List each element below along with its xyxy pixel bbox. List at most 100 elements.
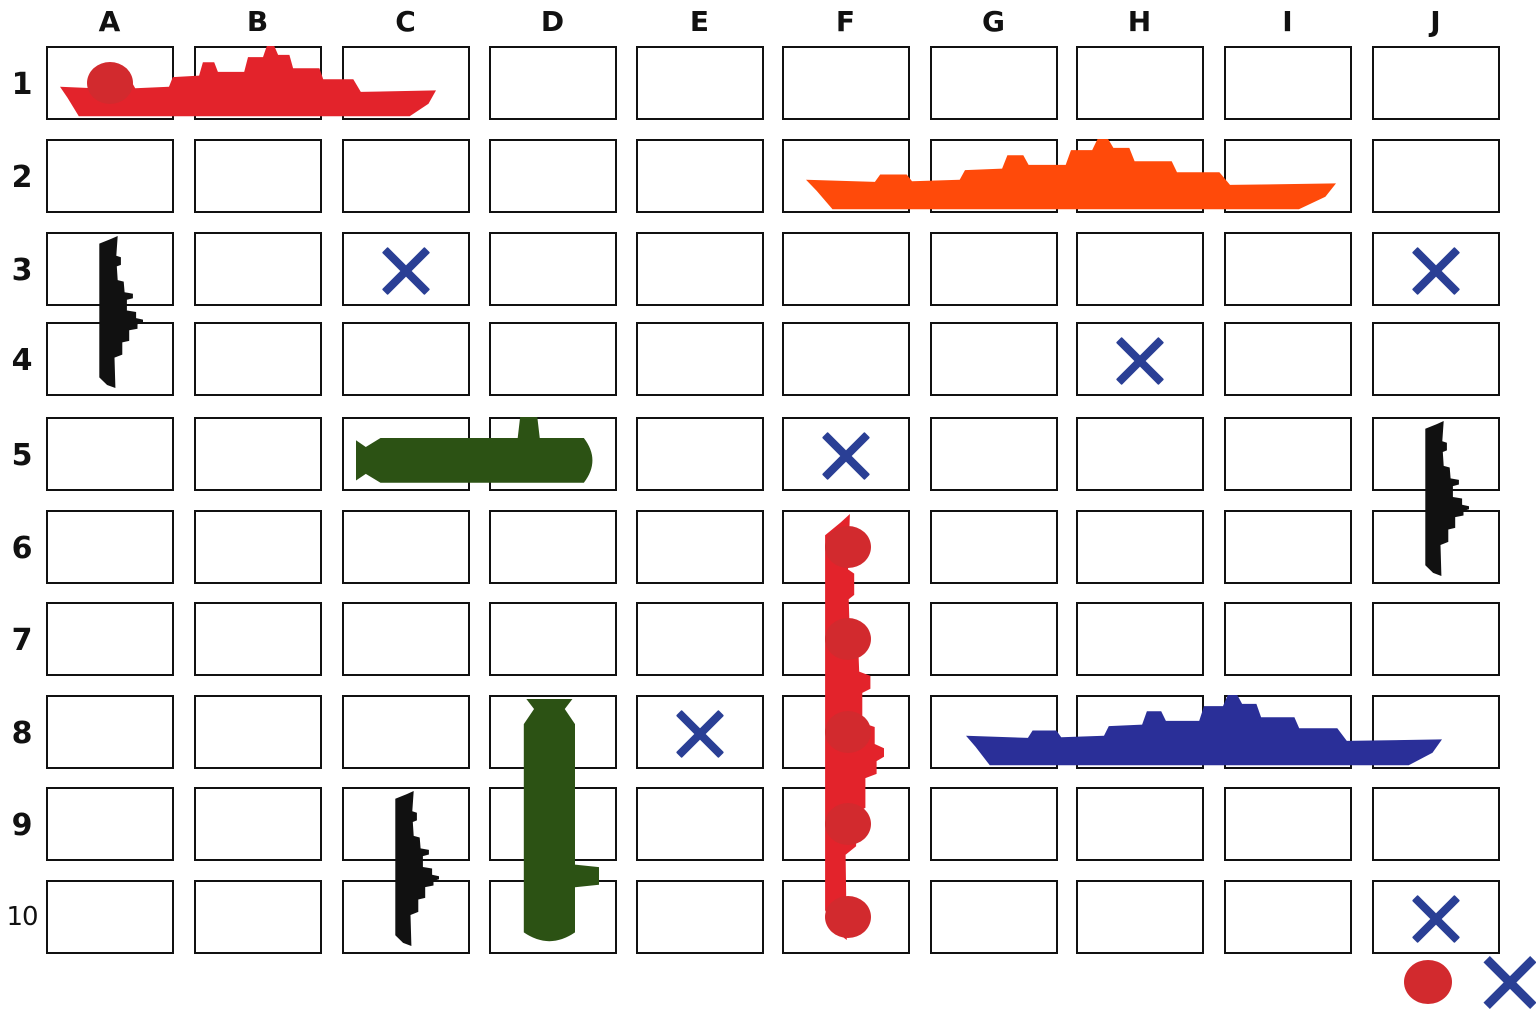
cell-g5[interactable]	[930, 417, 1058, 491]
cell-a7[interactable]	[46, 602, 174, 676]
cell-c5[interactable]	[342, 417, 470, 491]
cell-i3[interactable]	[1224, 232, 1352, 306]
cell-a9[interactable]	[46, 787, 174, 861]
cell-g4[interactable]	[930, 322, 1058, 396]
cell-b4[interactable]	[194, 322, 322, 396]
cell-d9[interactable]	[489, 787, 617, 861]
cell-g3[interactable]	[930, 232, 1058, 306]
cell-b2[interactable]	[194, 139, 322, 213]
cell-j1[interactable]	[1372, 46, 1500, 120]
cell-f2[interactable]	[782, 139, 910, 213]
cell-h5[interactable]	[1076, 417, 1204, 491]
cell-h7[interactable]	[1076, 602, 1204, 676]
cell-i4[interactable]	[1224, 322, 1352, 396]
cell-g9[interactable]	[930, 787, 1058, 861]
cell-b7[interactable]	[194, 602, 322, 676]
cell-g7[interactable]	[930, 602, 1058, 676]
cell-i1[interactable]	[1224, 46, 1352, 120]
cell-j3[interactable]	[1372, 232, 1500, 306]
cell-e1[interactable]	[636, 46, 764, 120]
miss-marker-h4	[1114, 335, 1166, 387]
cell-j5[interactable]	[1372, 417, 1500, 491]
cell-d7[interactable]	[489, 602, 617, 676]
cell-b6[interactable]	[194, 510, 322, 584]
cell-a5[interactable]	[46, 417, 174, 491]
cell-a10[interactable]	[46, 880, 174, 954]
cell-b9[interactable]	[194, 787, 322, 861]
cell-i7[interactable]	[1224, 602, 1352, 676]
cell-d3[interactable]	[489, 232, 617, 306]
cell-i6[interactable]	[1224, 510, 1352, 584]
cell-h6[interactable]	[1076, 510, 1204, 584]
cell-b8[interactable]	[194, 695, 322, 769]
cell-g10[interactable]	[930, 880, 1058, 954]
cell-j8[interactable]	[1372, 695, 1500, 769]
cell-a2[interactable]	[46, 139, 174, 213]
cell-e2[interactable]	[636, 139, 764, 213]
cell-h8[interactable]	[1076, 695, 1204, 769]
cell-f4[interactable]	[782, 322, 910, 396]
cell-d8[interactable]	[489, 695, 617, 769]
cell-j9[interactable]	[1372, 787, 1500, 861]
cell-e3[interactable]	[636, 232, 764, 306]
cell-i10[interactable]	[1224, 880, 1352, 954]
cell-g8[interactable]	[930, 695, 1058, 769]
cell-h3[interactable]	[1076, 232, 1204, 306]
cell-e4[interactable]	[636, 322, 764, 396]
cell-h4[interactable]	[1076, 322, 1204, 396]
cell-g1[interactable]	[930, 46, 1058, 120]
cell-b10[interactable]	[194, 880, 322, 954]
hit-marker-a1	[87, 62, 133, 104]
column-label-d: D	[540, 5, 566, 38]
cell-a8[interactable]	[46, 695, 174, 769]
cell-j2[interactable]	[1372, 139, 1500, 213]
cell-h2[interactable]	[1076, 139, 1204, 213]
cell-c2[interactable]	[342, 139, 470, 213]
cell-h9[interactable]	[1076, 787, 1204, 861]
cell-e10[interactable]	[636, 880, 764, 954]
cell-j10[interactable]	[1372, 880, 1500, 954]
cell-e5[interactable]	[636, 417, 764, 491]
cell-f3[interactable]	[782, 232, 910, 306]
cell-d2[interactable]	[489, 139, 617, 213]
cell-h10[interactable]	[1076, 880, 1204, 954]
hit-marker-f10	[825, 896, 871, 938]
cell-b5[interactable]	[194, 417, 322, 491]
cell-d5[interactable]	[489, 417, 617, 491]
cell-h1[interactable]	[1076, 46, 1204, 120]
cell-c4[interactable]	[342, 322, 470, 396]
cell-c8[interactable]	[342, 695, 470, 769]
cell-f5[interactable]	[782, 417, 910, 491]
cell-d6[interactable]	[489, 510, 617, 584]
cell-f1[interactable]	[782, 46, 910, 120]
cell-e6[interactable]	[636, 510, 764, 584]
cell-d4[interactable]	[489, 322, 617, 396]
cell-j6[interactable]	[1372, 510, 1500, 584]
cell-j7[interactable]	[1372, 602, 1500, 676]
cell-i2[interactable]	[1224, 139, 1352, 213]
cell-i8[interactable]	[1224, 695, 1352, 769]
cell-j4[interactable]	[1372, 322, 1500, 396]
cell-b3[interactable]	[194, 232, 322, 306]
cell-c1[interactable]	[342, 46, 470, 120]
miss-marker-j10	[1410, 893, 1462, 945]
cell-g6[interactable]	[930, 510, 1058, 584]
cell-b1[interactable]	[194, 46, 322, 120]
cell-c3[interactable]	[342, 232, 470, 306]
cell-d1[interactable]	[489, 46, 617, 120]
cell-i9[interactable]	[1224, 787, 1352, 861]
cell-g2[interactable]	[930, 139, 1058, 213]
cell-a3[interactable]	[46, 232, 174, 306]
cell-a6[interactable]	[46, 510, 174, 584]
row-label-10: 10	[6, 902, 38, 932]
cell-i5[interactable]	[1224, 417, 1352, 491]
cell-c10[interactable]	[342, 880, 470, 954]
cell-c9[interactable]	[342, 787, 470, 861]
cell-a4[interactable]	[46, 322, 174, 396]
cell-d10[interactable]	[489, 880, 617, 954]
cell-e9[interactable]	[636, 787, 764, 861]
cell-c7[interactable]	[342, 602, 470, 676]
cell-e7[interactable]	[636, 602, 764, 676]
cell-c6[interactable]	[342, 510, 470, 584]
cell-e8[interactable]	[636, 695, 764, 769]
